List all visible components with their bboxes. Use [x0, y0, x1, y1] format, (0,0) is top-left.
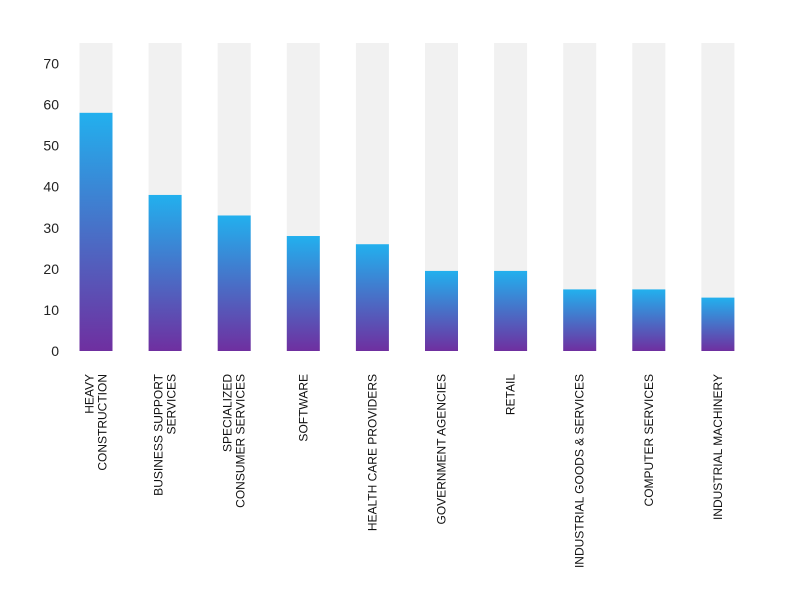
x-tick-label: HEALTH CARE PROVIDERS	[365, 374, 379, 531]
x-tick-label: GOVERNMENT AGENCIES	[435, 374, 449, 524]
y-tick-label: 70	[43, 56, 59, 72]
bar	[632, 289, 666, 351]
svg-text:INDUSTRIAL MACHINERY: INDUSTRIAL MACHINERY	[711, 374, 725, 520]
bar	[217, 215, 251, 351]
x-tick-label: INDUSTRIAL MACHINERY	[711, 374, 725, 520]
y-axis: 0 10 20 30 40 50 60 70	[43, 56, 59, 359]
y-tick-label: 0	[51, 343, 59, 359]
bars	[79, 112, 735, 352]
svg-text:SPECIALIZEDCONSUMER SERVICES: SPECIALIZEDCONSUMER SERVICES	[221, 374, 248, 508]
svg-text:INDUSTRIAL GOODS & SERVICES: INDUSTRIAL GOODS & SERVICES	[573, 374, 587, 568]
bar	[425, 270, 458, 351]
x-tick-label: INDUSTRIAL GOODS & SERVICES	[573, 374, 587, 568]
y-tick-label: 50	[43, 138, 59, 154]
x-tick-label: SOFTWARE	[296, 374, 310, 442]
y-tick-label: 40	[43, 179, 59, 195]
x-tick-label: SPECIALIZEDCONSUMER SERVICES	[221, 374, 248, 508]
bar	[563, 289, 597, 351]
x-tick-label: BUSINESS SUPPORTSERVICES	[152, 373, 179, 495]
y-tick-label: 60	[43, 97, 59, 113]
svg-text:HEALTH CARE PROVIDERS: HEALTH CARE PROVIDERS	[365, 374, 379, 531]
bar	[701, 297, 735, 351]
x-tick-label: RETAIL	[504, 374, 518, 415]
y-tick-label: 20	[43, 261, 59, 277]
bar	[148, 194, 182, 351]
bar	[494, 270, 528, 351]
svg-text:COMPUTER SERVICES: COMPUTER SERVICES	[642, 374, 656, 506]
svg-text:BUSINESS SUPPORTSERVICES: BUSINESS SUPPORTSERVICES	[152, 373, 179, 495]
svg-text:RETAIL: RETAIL	[504, 374, 518, 415]
x-tick-label: HEAVYCONSTRUCTION	[83, 374, 110, 471]
bar	[355, 244, 389, 351]
bar	[79, 112, 113, 352]
x-tick-label: COMPUTER SERVICES	[642, 374, 656, 506]
bar	[286, 236, 320, 351]
y-tick-label: 10	[43, 302, 59, 318]
y-tick-label: 30	[43, 220, 59, 236]
svg-text:HEAVYCONSTRUCTION: HEAVYCONSTRUCTION	[83, 374, 110, 471]
x-axis: HEAVYCONSTRUCTION BUSINESS SUPPORTSERVICE…	[83, 373, 725, 568]
svg-text:GOVERNMENT AGENCIES: GOVERNMENT AGENCIES	[435, 374, 449, 524]
svg-text:SOFTWARE: SOFTWARE	[296, 374, 310, 442]
